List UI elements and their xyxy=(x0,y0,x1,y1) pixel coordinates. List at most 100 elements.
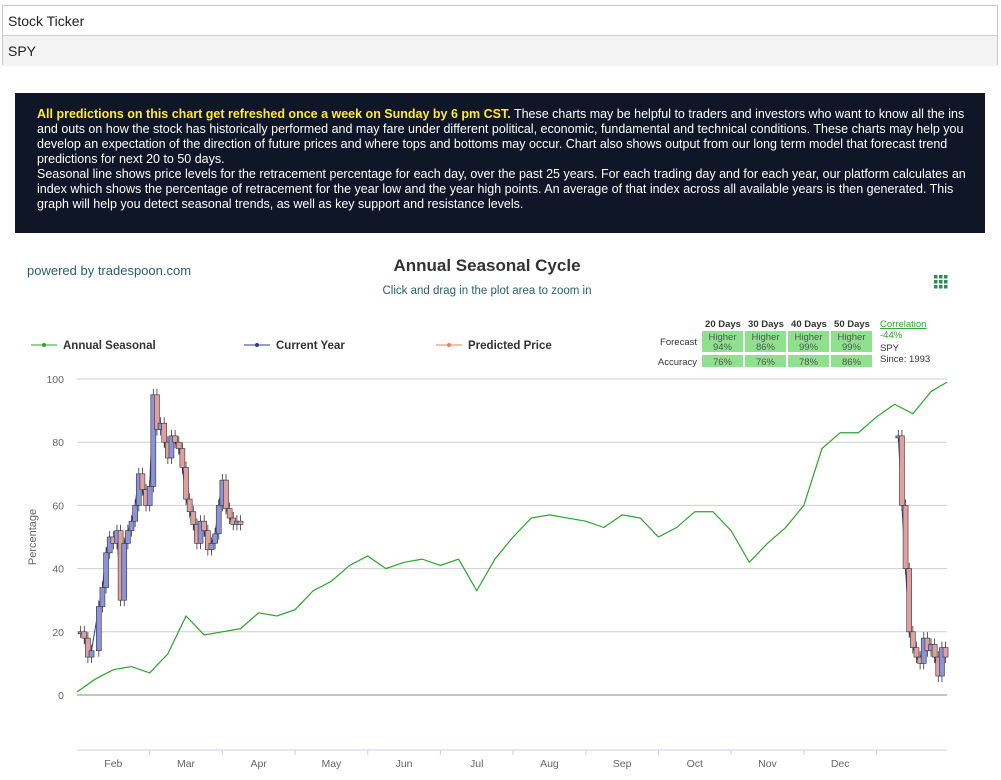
candle-body xyxy=(139,473,146,490)
accuracy-row-label: Accuracy xyxy=(658,357,697,368)
x-tick-label-Nov: Nov xyxy=(758,758,777,770)
legend-label-predicted: Predicted Price xyxy=(468,340,552,352)
forecast-pct-0: 94% xyxy=(713,342,733,353)
ticker-input[interactable]: SPY xyxy=(3,36,997,66)
x-tick-label-May: May xyxy=(321,758,342,770)
forecast-row-label: Forecast xyxy=(660,337,697,348)
powered-by[interactable]: powered by tradespoon.com xyxy=(27,263,191,278)
grid-menu-icon[interactable] xyxy=(934,275,948,289)
candle-body xyxy=(175,441,182,449)
candle-body xyxy=(215,505,222,535)
candle-body xyxy=(212,533,218,544)
y-axis-label: Percentage xyxy=(27,509,39,565)
x-tick-label-Jul: Jul xyxy=(470,758,483,770)
forecast-since: Since: 1993 xyxy=(880,354,930,365)
legend-label-current: Current Year xyxy=(276,340,345,352)
x-tick-label-Sep: Sep xyxy=(613,758,632,770)
candle-body xyxy=(81,631,88,639)
accuracy-value-3: 86% xyxy=(842,357,862,368)
candle-body xyxy=(121,543,128,601)
legend-item-predicted[interactable]: Predicted Price xyxy=(436,340,552,352)
candle-body xyxy=(132,505,138,522)
banner-text-1: These charts may be helpful to traders a… xyxy=(37,107,965,166)
candle-body xyxy=(906,568,913,633)
accuracy-cell-1 xyxy=(745,355,786,367)
y-tick-label-40: 40 xyxy=(52,564,64,576)
forecast-symbol: SPY xyxy=(880,343,900,354)
forecast-header-30: 30 Days xyxy=(748,319,784,330)
accuracy-value-2: 78% xyxy=(799,357,819,368)
chart-subtitle: Click and drag in the plot area to zoom … xyxy=(382,285,591,297)
candle-body xyxy=(96,606,102,652)
ticker-box: Stock Ticker SPY xyxy=(2,5,998,66)
y-tick-label-0: 0 xyxy=(58,690,64,702)
accuracy-cell-0 xyxy=(702,355,743,367)
candle-body xyxy=(186,498,193,513)
plot-area[interactable]: 0 20 40 60 80 100 Feb Mar Apr May Jun Jul Aug Sep Oct N… xyxy=(46,374,949,770)
forecast-dir-2: Higher xyxy=(795,332,823,343)
accuracy-cell-3 xyxy=(831,355,872,367)
candle-body xyxy=(106,536,113,554)
y-tick-label-100: 100 xyxy=(46,374,64,386)
x-tick-label-Mar: Mar xyxy=(177,758,196,770)
forecast-header-50: 50 Days xyxy=(834,319,870,330)
forecast-dir-1: Higher xyxy=(752,332,780,343)
candle-body xyxy=(910,631,916,648)
legend-item-current[interactable]: Current Year xyxy=(244,340,345,352)
legend-label-seasonal: Annual Seasonal xyxy=(63,340,156,352)
legend-item-seasonal[interactable]: Annual Seasonal xyxy=(31,340,156,352)
forecast-pct-1: 86% xyxy=(756,342,776,353)
x-tick-label-Oct: Oct xyxy=(687,758,703,770)
x-tick-label-Dec: Dec xyxy=(831,758,850,770)
candle-body xyxy=(237,520,244,525)
chart-title: Annual Seasonal Cycle xyxy=(393,256,580,275)
candle-body xyxy=(226,508,233,519)
y-tick-label-20: 20 xyxy=(52,627,64,639)
candle-body xyxy=(931,644,938,658)
forecast-cell-3 xyxy=(831,331,872,352)
candle-body xyxy=(161,422,168,443)
correlation-link[interactable]: Correlation xyxy=(880,319,926,330)
candle-body xyxy=(197,520,204,544)
candle-body xyxy=(223,479,229,509)
forecast-table: 20 Days 30 Days 40 Days 50 Days Forecast… xyxy=(658,319,930,368)
candle-body xyxy=(125,530,131,544)
forecast-pct-3: 99% xyxy=(842,342,862,353)
accuracy-value-1: 76% xyxy=(756,357,776,368)
ticker-label: Stock Ticker xyxy=(3,6,997,36)
seasonal-line xyxy=(76,381,948,693)
banner-text-2: Seasonal line shows price levels for the… xyxy=(37,167,966,211)
candle-body xyxy=(208,543,215,550)
chart-container[interactable]: powered by tradespoon.com Annual Seasona… xyxy=(0,245,1001,775)
candle-body xyxy=(899,435,905,506)
candle-body xyxy=(183,467,189,500)
candle-body xyxy=(168,435,175,459)
candle-body xyxy=(172,435,178,443)
correlation-value: -44% xyxy=(880,330,903,341)
candle-body xyxy=(190,511,197,525)
info-banner: All predictions on this chart get refres… xyxy=(15,93,985,233)
x-tick-label-Aug: Aug xyxy=(540,758,559,770)
forecast-dir-0: Higher xyxy=(709,332,737,343)
candle-body xyxy=(201,520,207,531)
y-tick-label-60: 60 xyxy=(52,500,64,512)
candle-body xyxy=(150,394,157,487)
candle-body xyxy=(902,505,909,569)
forecast-header-20: 20 Days xyxy=(705,319,741,330)
candle-body xyxy=(179,448,186,468)
forecast-dir-3: Higher xyxy=(838,332,866,343)
candle-body xyxy=(88,650,95,658)
y-tick-label-80: 80 xyxy=(52,437,64,449)
forecast-header-40: 40 Days xyxy=(791,319,827,330)
banner-highlight: All predictions on this chart get refres… xyxy=(37,107,511,121)
candle-body xyxy=(99,587,106,607)
candle-body xyxy=(85,637,91,658)
candle-body xyxy=(942,647,949,658)
forecast-cell-2 xyxy=(788,331,829,352)
forecast-pct-2: 99% xyxy=(799,342,819,353)
accuracy-value-0: 76% xyxy=(713,357,733,368)
candle-body xyxy=(103,552,109,588)
accuracy-cell-2 xyxy=(788,355,829,367)
candle-body xyxy=(205,530,211,550)
seasonal-chart[interactable]: powered by tradespoon.com Annual Seasona… xyxy=(0,245,1001,775)
